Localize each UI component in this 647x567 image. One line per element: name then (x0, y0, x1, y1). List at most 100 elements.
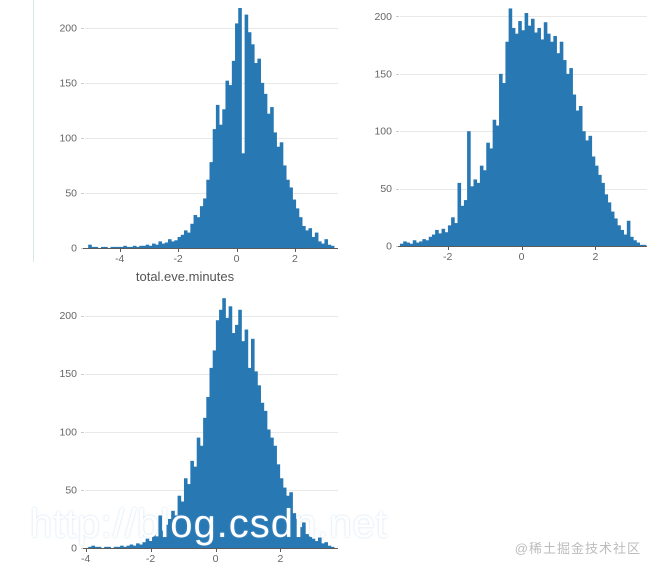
histogram-bar (120, 545, 124, 548)
histogram-bar (113, 546, 118, 548)
histogram-bar (180, 234, 185, 248)
histogram-top-right: 0 50 100 150 200 -2 0 2 (350, 0, 647, 290)
histogram-bar (104, 246, 108, 248)
histogram-bar (321, 543, 325, 548)
histogram-bar (527, 25, 532, 247)
histogram-bar (190, 460, 194, 548)
histogram-bar (270, 437, 274, 548)
histogram-bar (120, 246, 124, 248)
histogram-bar (598, 174, 602, 246)
y-tick-label: 50 (380, 183, 392, 195)
histogram-bar (158, 515, 163, 548)
y-tick-label: 0 (71, 543, 77, 555)
histogram-bar (94, 246, 99, 248)
histogram-bar (257, 385, 261, 548)
histogram-bar (463, 200, 468, 246)
histogram-bar (559, 41, 564, 246)
histogram-bar (126, 545, 131, 548)
histogram-bar (129, 544, 134, 548)
histogram-bar (238, 309, 242, 548)
histogram-bar (139, 544, 143, 548)
x-tick-label: -2 (173, 253, 182, 265)
y-tick-label: 100 (59, 426, 77, 438)
histogram-bar (614, 218, 618, 246)
histogram-bar (302, 225, 306, 248)
histogram-bar (642, 244, 647, 246)
histogram-bar (222, 109, 226, 249)
histogram-bar (152, 534, 156, 548)
histogram-bar (499, 73, 503, 246)
histogram-bar (123, 546, 127, 548)
histogram-bar (238, 8, 242, 248)
histogram-bar (305, 230, 309, 248)
histogram-bar (438, 233, 442, 246)
community-badge: @稀土掘金技术社区 (514, 541, 641, 556)
histogram-bar (546, 33, 551, 246)
histogram-bar (495, 125, 500, 246)
histogram-bar (254, 371, 258, 548)
histogram-bar (566, 73, 570, 246)
histogram-bar (263, 93, 268, 249)
y-tick-label: 200 (59, 310, 77, 322)
histogram-bar (91, 545, 95, 548)
histogram-bar (196, 217, 201, 248)
histogram-bar (206, 396, 210, 548)
y-tick-label: 150 (59, 77, 77, 89)
histogram-bar (177, 495, 182, 548)
histogram-bar (116, 246, 121, 248)
histogram-bar (425, 240, 430, 246)
histogram-bar (132, 245, 137, 248)
histogram-bar (203, 417, 207, 548)
histogram-bar (518, 21, 522, 246)
histogram-bar (578, 105, 583, 246)
histogram-bar (254, 63, 258, 249)
histogram-bar (273, 132, 277, 248)
histogram-bar (476, 182, 481, 246)
histogram-bar (601, 182, 605, 246)
histogram-bar (311, 236, 316, 248)
histogram-bar (244, 329, 249, 548)
histogram-bar (199, 445, 204, 548)
histogram-bar (428, 236, 433, 246)
histogram-bar (209, 367, 214, 548)
x-tick-label: 0 (519, 251, 525, 263)
histogram-bar (298, 217, 303, 248)
histogram-bar (282, 487, 287, 548)
crop-artifact-line (33, 0, 34, 262)
histogram-bar (569, 68, 573, 246)
histogram-bar (183, 230, 188, 248)
histogram-bar (107, 546, 111, 548)
histogram-bar (177, 236, 182, 248)
histogram-bar (604, 194, 609, 246)
histogram-bar (311, 538, 316, 548)
histogram-bar (314, 232, 319, 248)
histogram-bar (91, 246, 95, 248)
histogram-bar (409, 243, 414, 246)
y-tick-label: 50 (65, 187, 77, 199)
histogram-bar (215, 320, 220, 548)
histogram-bar (492, 119, 497, 246)
histogram-bar (324, 542, 329, 548)
histogram-bar (534, 32, 538, 246)
histogram-bar (88, 244, 92, 248)
histogram-bar (276, 464, 281, 548)
x-tick-label: -2 (146, 553, 155, 565)
histogram-bar (572, 94, 577, 246)
histogram-bar (295, 208, 300, 248)
histogram-bar (286, 495, 290, 548)
histogram-bar (435, 229, 439, 246)
histogram-bar (190, 223, 194, 248)
y-tick-label: 100 (374, 126, 392, 138)
histogram-bar (161, 530, 166, 548)
histogram-bar (148, 245, 153, 248)
histogram-bar (617, 225, 621, 246)
x-tick-label: -4 (81, 553, 90, 565)
histogram-bar (537, 27, 541, 247)
histogram-bar (251, 338, 255, 548)
histogram-bar (610, 211, 615, 246)
histogram-bar (263, 410, 268, 548)
histogram-bar (582, 131, 586, 246)
histogram-bar (132, 545, 137, 548)
histogram-bar (415, 242, 420, 246)
histogram-bar (431, 234, 436, 246)
